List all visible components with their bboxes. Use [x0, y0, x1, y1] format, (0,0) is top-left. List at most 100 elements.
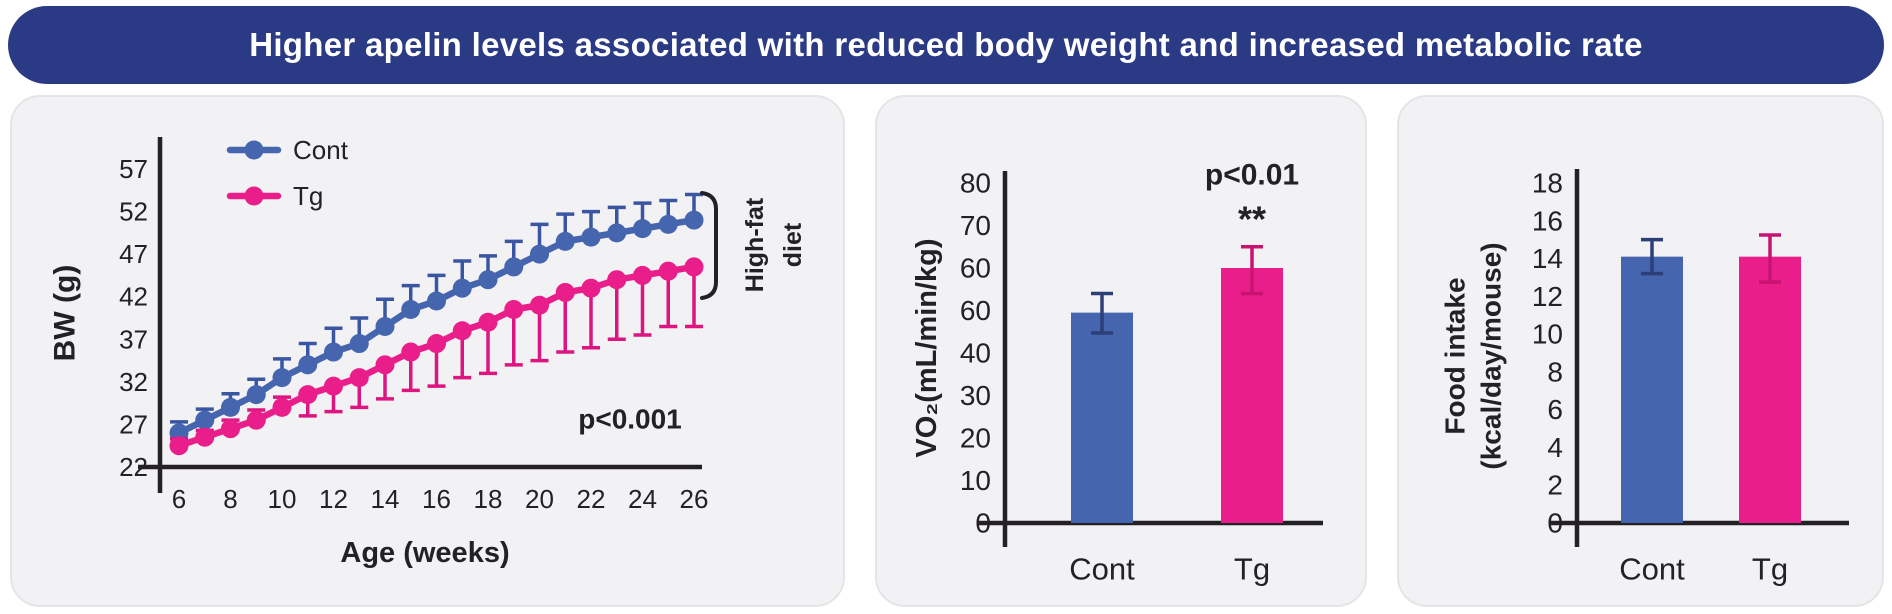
food-intake-bar-chart: 0 2 4 6 8 10 12 14 16 18 Cont Tg Food intake (kcal/da…: [1440, 168, 1849, 587]
tg-data-point: [581, 278, 601, 298]
x-tick-label: 14: [371, 484, 400, 514]
cont-data-point: [555, 231, 575, 251]
y-tick-label: 47: [119, 239, 148, 269]
tg-data-point: [607, 270, 627, 290]
tg-data-point: [298, 385, 318, 405]
cont-data-point: [530, 244, 549, 264]
y-tick-label: 80: [960, 168, 991, 199]
cont-data-point: [607, 223, 627, 243]
y-tick-label: 60: [960, 253, 991, 284]
tg-data-point: [555, 282, 575, 302]
x-category-label: Cont: [1619, 552, 1685, 587]
p-value-annotation: p<0.01: [1205, 159, 1299, 192]
x-tick-label: 8: [223, 484, 237, 514]
cont-data-point: [452, 278, 472, 298]
tg-data-point: [401, 342, 421, 362]
cont-data-point: [195, 410, 215, 430]
y-tick-label: 0: [1547, 508, 1563, 539]
cont-data-point: [581, 227, 601, 247]
food-chart-card: 0 2 4 6 8 10 12 14 16 18 Cont Tg Food intake (kcal/da…: [1397, 95, 1884, 607]
vo2-bar-chart: 0 10 20 30 40 60 60 70 80 Cont Tg VO₂(mL/min/kg) p<0…: [911, 159, 1323, 587]
high-fat-diet-label-line1: High-fat: [741, 197, 769, 292]
tg-data-point: [452, 321, 472, 341]
tg-data-point: [658, 261, 678, 281]
y-axis-title: VO₂(mL/min/kg): [911, 238, 943, 457]
y-tick-label: 12: [1532, 281, 1563, 312]
figure-title: Higher apelin levels associated with red…: [249, 26, 1643, 63]
significance-stars: **: [1238, 199, 1266, 240]
y-axis-title-line1: Food intake: [1440, 277, 1471, 434]
y-axis-title: BW (g): [49, 265, 82, 362]
x-tick-label: 22: [577, 484, 606, 514]
tg-data-point: [195, 427, 215, 447]
y-tick-label: 57: [119, 154, 148, 184]
cont-data-point: [246, 385, 266, 405]
y-tick-label: 42: [119, 282, 148, 312]
cont-data-point: [272, 368, 292, 388]
cont-data-point: [221, 397, 240, 417]
tg-data-point: [684, 257, 704, 277]
cont-data-point: [658, 214, 678, 234]
bw-line-chart: 22 27 32 37 42 47 52 57 6 8 10 12 14 16 18 20 22 24 26 Cont…: [49, 135, 808, 569]
y-tick-label: 27: [119, 409, 148, 439]
x-tick-label: 26: [680, 484, 709, 514]
tg-data-point: [221, 419, 240, 439]
tg-data-point: [169, 436, 189, 456]
cont-data-point: [401, 299, 421, 319]
cont-data-point: [504, 257, 524, 277]
cont-bar: [1621, 256, 1683, 523]
cont-data-point: [478, 270, 498, 290]
cont-data-point: [684, 210, 704, 230]
x-tick-label: 12: [319, 484, 348, 514]
y-tick-label: 52: [119, 197, 148, 227]
y-tick-label: 20: [960, 423, 991, 454]
cont-data-point: [298, 355, 318, 375]
legend-cont-label: Cont: [293, 135, 349, 165]
y-tick-label: 8: [1547, 356, 1563, 387]
x-tick-label: 20: [525, 484, 554, 514]
legend-tg-marker: [244, 186, 264, 206]
x-tick-label: 16: [422, 484, 451, 514]
y-tick-label: 60: [960, 295, 991, 326]
tg-data-point: [246, 410, 266, 430]
tg-data-point: [324, 376, 343, 396]
cont-data-point: [375, 317, 395, 337]
x-category-label: Tg: [1752, 552, 1788, 587]
x-tick-label: 18: [474, 484, 503, 514]
cont-data-point: [633, 219, 652, 239]
tg-data-point: [272, 397, 292, 417]
y-axis-title-line2: (kcal/day/mouse): [1476, 242, 1507, 469]
tg-data-point: [633, 265, 652, 285]
x-axis-title: Age (weeks): [340, 537, 509, 569]
tg-data-point: [504, 299, 524, 319]
y-tick-label: 10: [960, 465, 991, 496]
tg-data-point: [375, 355, 395, 375]
bw-chart-card: 22 27 32 37 42 47 52 57 6 8 10 12 14 16 18 20 22 24 26 Cont…: [10, 95, 845, 607]
vo2-chart-card: 0 10 20 30 40 60 60 70 80 Cont Tg VO₂(mL/min/kg) p<0…: [875, 95, 1367, 607]
tg-bar: [1221, 268, 1283, 523]
y-tick-label: 18: [1532, 168, 1563, 199]
y-tick-label: 10: [1532, 319, 1563, 350]
y-tick-label: 30: [960, 380, 991, 411]
title-banner: Higher apelin levels associated with red…: [8, 6, 1884, 84]
legend-tg-label: Tg: [293, 181, 323, 211]
legend-cont-marker: [244, 140, 264, 160]
x-category-label: Cont: [1069, 552, 1135, 587]
y-tick-label: 4: [1547, 432, 1563, 463]
y-tick-label: 22: [119, 452, 148, 482]
p-value-annotation: p<0.001: [578, 404, 682, 435]
y-tick-label: 6: [1547, 394, 1563, 425]
y-tick-label: 2: [1547, 470, 1563, 501]
cont-bar: [1071, 312, 1133, 523]
y-tick-label: 37: [119, 324, 148, 354]
cont-data-point: [324, 342, 343, 362]
y-tick-label: 40: [960, 338, 991, 369]
y-tick-label: 0: [975, 508, 991, 539]
x-category-label: Tg: [1234, 552, 1270, 587]
tg-data-point: [530, 295, 549, 315]
x-tick-label: 24: [628, 484, 657, 514]
tg-data-point: [478, 312, 498, 332]
y-tick-label: 32: [119, 367, 148, 397]
y-tick-label: 14: [1532, 243, 1563, 274]
x-tick-label: 10: [268, 484, 297, 514]
